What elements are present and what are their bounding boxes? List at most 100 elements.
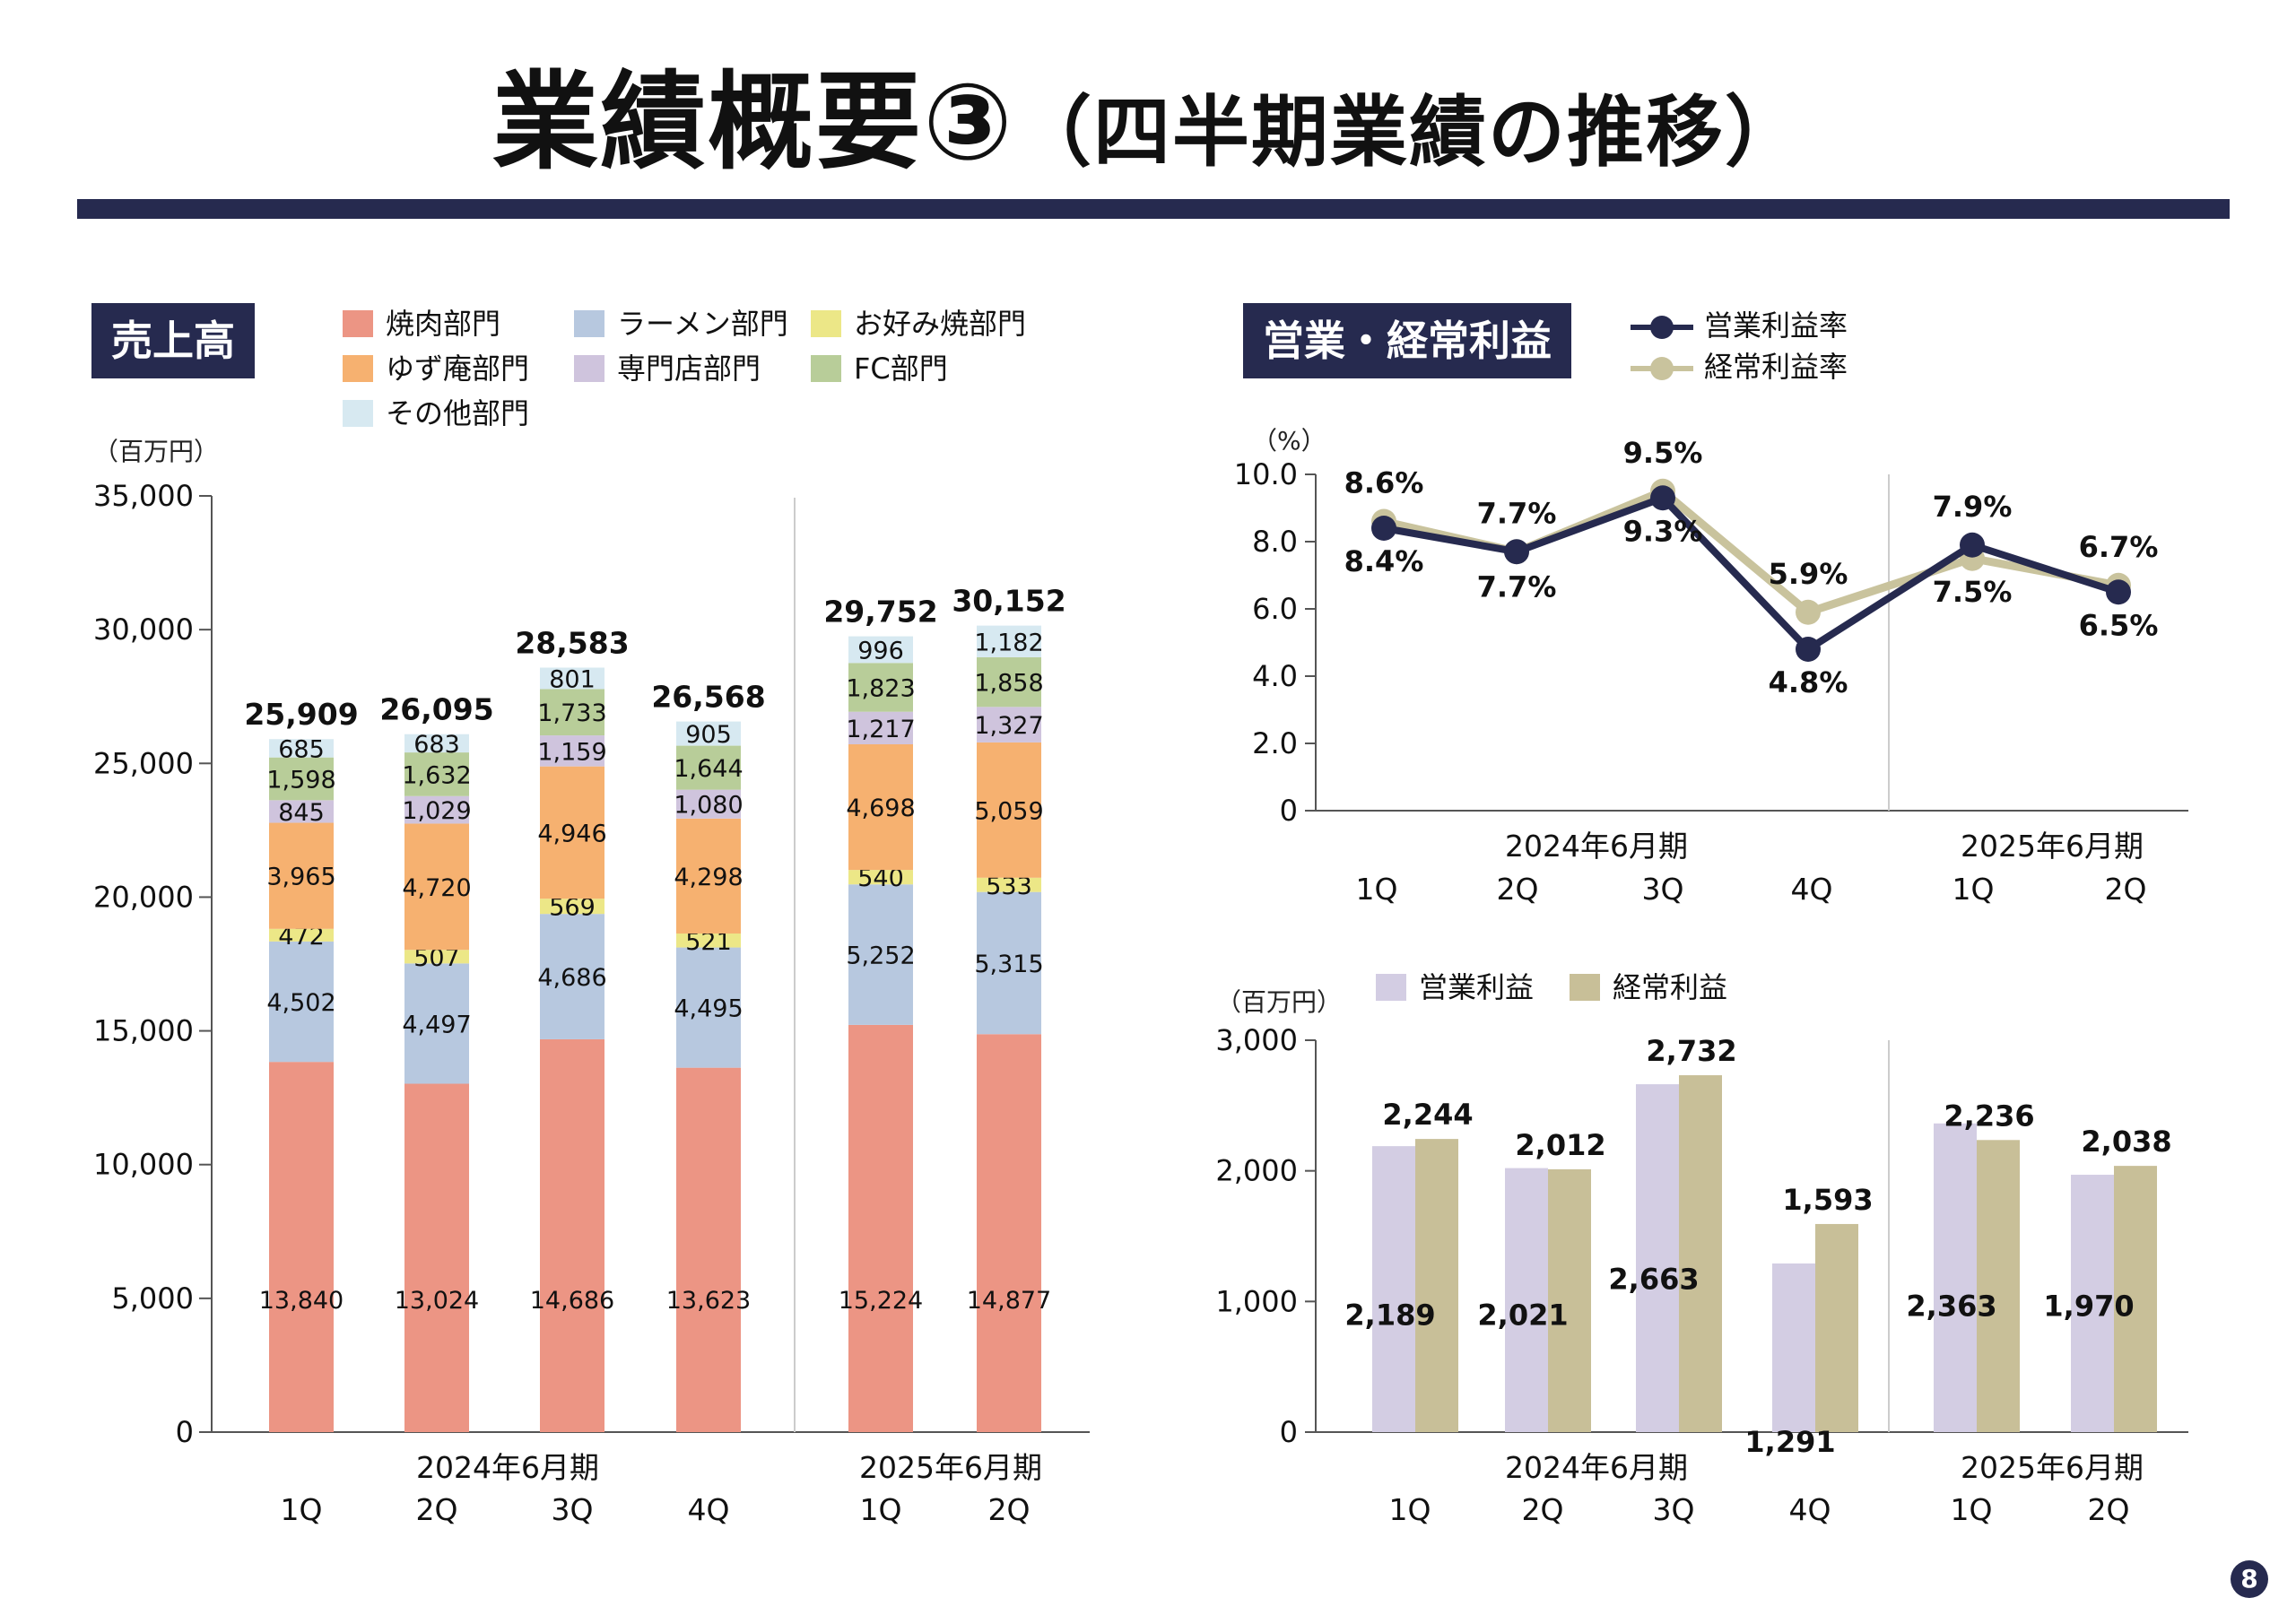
sales-segment-label: 4,686 [537,964,606,992]
legend-swatch [1376,974,1406,1001]
sales-total-label: 28,583 [515,625,629,660]
profit-y-tick-label: 2,000 [1215,1154,1298,1188]
operating-margin-line [1383,493,2120,655]
sales-bar-segment [977,1034,1041,1432]
page-number: 8 [2231,1560,2268,1598]
sales-bar-segment [540,735,604,767]
ratio-y-tick-label: 6.0 [1252,592,1298,626]
sales-y-tick-label: 10,000 [93,1148,194,1182]
sales-y-tick-label: 20,000 [93,880,194,914]
operating-margin-label: 7.7% [1477,569,1557,604]
sales-segment-label: 4,946 [537,820,606,847]
sales-bar-segment [404,1083,469,1432]
sales-bar-segment [540,914,604,1039]
sales-y-tick-label: 0 [176,1415,194,1449]
legend-swatch [1570,974,1600,1001]
ordinary-profit-bar [1977,1140,2020,1432]
legend-swatch [343,310,373,337]
legend-item-operating-profit: 営業利益 [1376,965,1534,1006]
sales-segment-label: 801 [549,665,596,693]
legend-line-swatch [1631,314,1693,341]
sales-bar-segment [676,789,741,819]
legend-label: 経常利益率 [1704,350,1848,384]
operating-margin-label: 7.9% [1933,490,2013,524]
sales-total-label: 25,909 [244,697,358,732]
legend-label: 営業利益 [1419,970,1535,1004]
sales-bar-segment [540,899,604,915]
sales-segment-label: 685 [278,735,325,763]
ordinary-profit-bar [1679,1075,1722,1432]
legend-label: 営業利益率 [1704,308,1848,343]
sales-unit: （百万円） [93,437,220,466]
sales-bar-segment [848,870,913,885]
sales-total-label: 26,095 [379,692,493,727]
operating-margin-point [1960,532,1985,558]
legend-swatch [574,310,604,337]
sales-segment-label: 13,840 [259,1287,344,1315]
operating-profit-label: 2,363 [1906,1289,1996,1323]
ordinary-margin-label: 7.7% [1477,496,1557,530]
ordinary-profit-bar [1548,1168,1591,1432]
sales-bar-segment [848,663,913,712]
ordinary-profit-bar [1415,1139,1458,1432]
legend-swatch [811,355,841,382]
sales-bar-segment [269,928,334,942]
legend-swatch [574,355,604,382]
ordinary-margin-label: 7.5% [1933,575,2013,609]
legend-swatch [343,400,373,427]
operating-margin-label: 8.4% [1344,544,1424,578]
ordinary-profit-label: 2,244 [1382,1098,1473,1132]
sales-period-label: 2025年6月期 [859,1450,1042,1485]
sales-bar-segment [404,963,469,1084]
sales-tag: 売上高 [91,303,255,378]
legend-label: お好み焼部門 [854,307,1027,341]
sales-segment-label: 4,698 [846,795,915,822]
sales-segment-label: 1,644 [674,755,743,783]
ratio-x-tick-label: 1Q [1952,872,1995,907]
sales-y-tick-label: 15,000 [93,1014,194,1048]
legend-item-okonomiyaki: お好み焼部門 [811,301,1026,343]
sales-segment-label: 5,252 [846,942,915,970]
ratio-x-tick-label: 2Q [2105,872,2147,907]
sales-segment-label: 4,720 [402,874,471,902]
sales-bar-segment [676,934,741,948]
operating-profit-bar [1934,1123,1977,1432]
sales-segment-label: 1,858 [974,670,1043,698]
title-rule [77,199,2230,219]
legend-swatch [343,355,373,382]
operating-profit-label: 1,291 [1744,1425,1835,1459]
legend-item-ordinary-profit: 経常利益 [1570,965,1727,1006]
operating-profit-bar [1372,1146,1415,1432]
operating-profit-label: 2,663 [1608,1262,1699,1296]
sales-bar-segment [404,752,469,796]
sales-segment-label: 905 [685,721,732,749]
profit-unit: （百万円） [1216,987,1343,1017]
sales-bar-segment [848,636,913,664]
sales-bar-segment [977,625,1041,657]
sales-bar-segment [404,734,469,753]
profit-x-tick-label: 3Q [1653,1492,1695,1527]
sales-bar-segment [269,739,334,758]
sales-x-tick-label: 2Q [416,1492,458,1527]
operating-margin-label: 9.3% [1623,514,1703,548]
sales-bar-segment [269,822,334,929]
sales-bar-segment [676,818,741,934]
sales-segment-label: 13,024 [395,1287,479,1315]
sales-segment-label: 1,159 [537,738,606,766]
sales-x-tick-label: 1Q [281,1492,323,1527]
legend-label: ラーメン部門 [617,307,788,341]
sales-bar-segment [269,757,334,801]
profit-tag: 営業・経常利益 [1243,303,1571,378]
sales-bar-segment [977,877,1041,892]
sales-bar-segment [848,711,913,744]
sales-bar-segment [676,1067,741,1432]
sales-x-tick-label: 1Q [860,1492,902,1527]
sales-bar-segment [540,766,604,899]
ratio-x-tick-label: 3Q [1642,872,1684,907]
ordinary-margin-label: 8.6% [1344,466,1424,500]
sales-segment-label: 4,298 [674,864,743,891]
sales-bar-segment [269,1062,334,1432]
legend-label: 経常利益 [1613,970,1728,1004]
sales-segment-label: 1,217 [846,716,915,743]
legend-item-ordinary-margin: 経常利益率 [1631,344,1848,386]
